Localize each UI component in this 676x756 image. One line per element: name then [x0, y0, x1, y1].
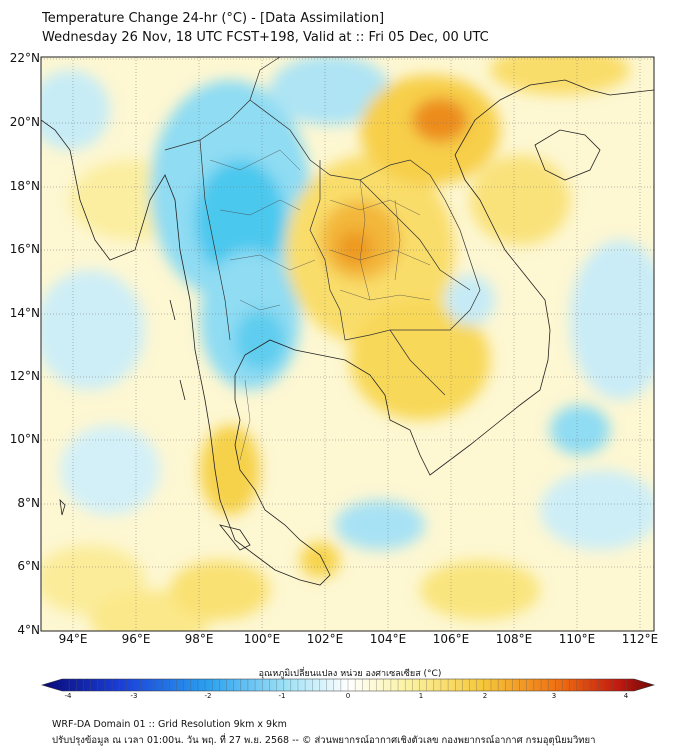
map-border: [40, 56, 655, 632]
lon-label: 108°E: [495, 632, 533, 646]
lon-label: 104°E: [369, 632, 407, 646]
lon-label: 98°E: [184, 632, 214, 646]
lat-label: 12°N: [9, 369, 40, 383]
temperature-field: [41, 57, 654, 631]
colorbar-tick: -3: [130, 692, 138, 700]
colorbar-tick: 1: [418, 692, 424, 700]
lon-label: 106°E: [432, 632, 470, 646]
lat-label: 16°N: [9, 242, 40, 256]
colorbar: [40, 678, 656, 692]
lat-label: 10°N: [9, 432, 40, 446]
colorbar-tick: 4: [623, 692, 629, 700]
lon-label: 96°E: [121, 632, 151, 646]
lat-label: 22°N: [9, 51, 40, 65]
map-subtitle: Wednesday 26 Nov, 18 UTC FCST+198, Valid…: [42, 30, 489, 45]
lat-label: 18°N: [9, 179, 40, 193]
lat-label: 6°N: [17, 559, 40, 573]
colorbar-tick: 0: [345, 692, 351, 700]
colorbar-title: อุณหภูมิเปลี่ยนแปลง หน่วย องศาเซลเซียส (…: [258, 669, 442, 679]
lat-label: 8°N: [17, 496, 40, 510]
footer-update-info: ปรับปรุงข้อมูล ณ เวลา 01:00น. วัน พฤ. ที…: [52, 735, 596, 746]
footer-domain-info: WRF-DA Domain 01 :: Grid Resolution 9km …: [52, 719, 287, 730]
province-borders: [209, 149, 431, 461]
colorbar-tick: 3: [551, 692, 557, 700]
lon-label: 110°E: [558, 632, 596, 646]
colorbar-tick: -4: [64, 692, 72, 700]
lon-label: 102°E: [306, 632, 344, 646]
colorbar-tick: -2: [204, 692, 212, 700]
lat-label: 14°N: [9, 306, 40, 320]
colorbar-tick: 2: [482, 692, 488, 700]
lon-label: 94°E: [58, 632, 88, 646]
lon-label: 112°E: [621, 632, 659, 646]
map-title: Temperature Change 24-hr (°C) - [Data As…: [42, 11, 385, 26]
graticule: [41, 57, 654, 631]
lat-label: 4°N: [17, 623, 40, 637]
coastlines: [41, 79, 654, 586]
lon-label: 100°E: [243, 632, 281, 646]
colorbar-tick: -1: [278, 692, 286, 700]
lat-label: 20°N: [9, 115, 40, 129]
country-borders: [164, 57, 481, 396]
